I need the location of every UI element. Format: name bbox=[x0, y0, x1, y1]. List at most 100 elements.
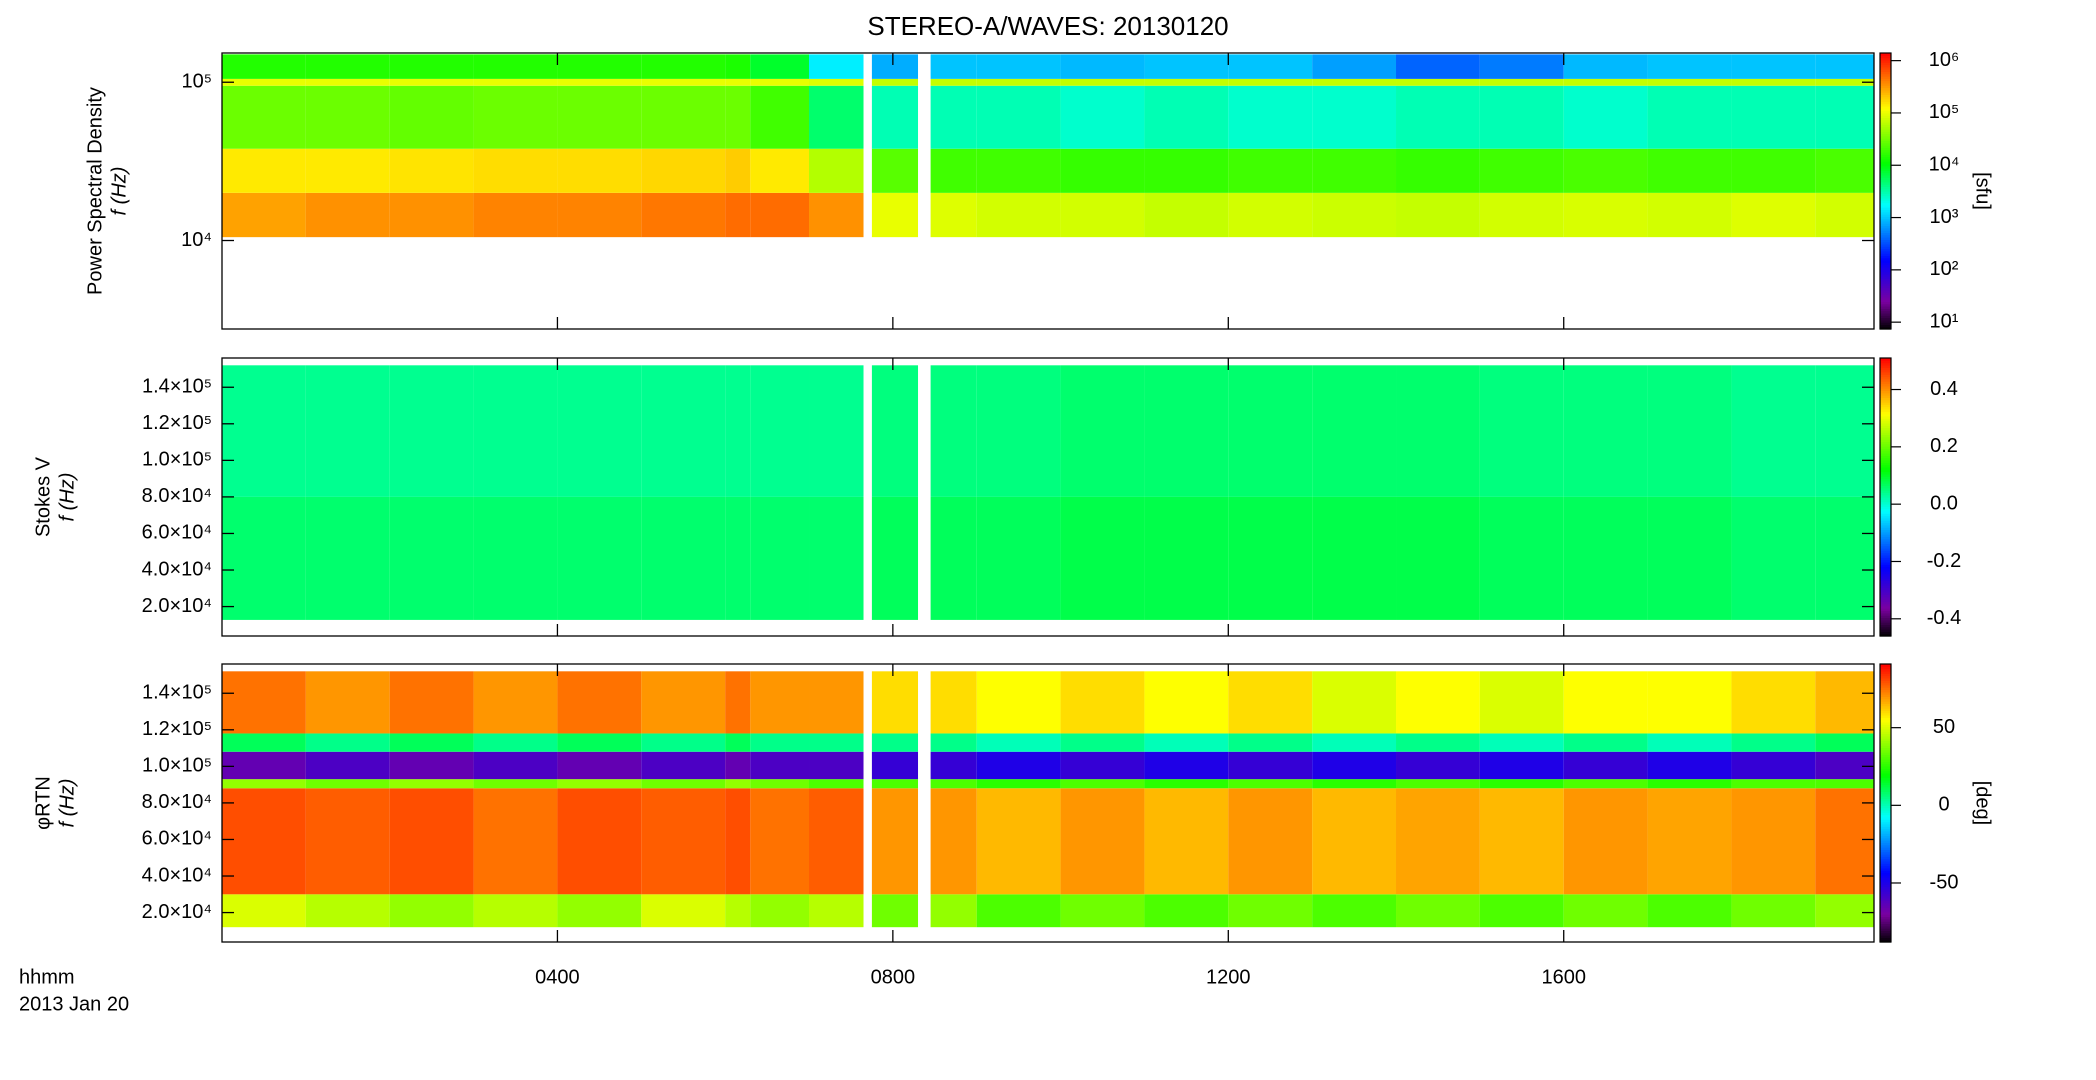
heatmap-cell bbox=[1563, 788, 1648, 895]
colorbar-swatch bbox=[1880, 376, 1891, 380]
heatmap-cell bbox=[641, 496, 726, 620]
colorbar-swatch bbox=[1880, 161, 1891, 164]
colorbar-swatch bbox=[1880, 768, 1891, 772]
colorbar-swatch bbox=[1880, 218, 1891, 222]
colorbar-swatch bbox=[1880, 911, 1891, 915]
heatmap-cell bbox=[305, 733, 390, 752]
colorbar-swatch bbox=[1880, 594, 1891, 598]
colorbar-swatch bbox=[1880, 487, 1891, 491]
colorbar-swatch bbox=[1880, 786, 1891, 790]
y-tick-label: 1.4×10⁵ bbox=[142, 376, 212, 398]
colorbar-swatch bbox=[1880, 629, 1891, 632]
colorbar-swatch bbox=[1880, 564, 1891, 568]
colorbar-swatch bbox=[1880, 271, 1891, 275]
colorbar-swatch bbox=[1880, 374, 1891, 378]
colorbar-swatch bbox=[1880, 195, 1891, 199]
colorbar-swatch bbox=[1880, 469, 1891, 473]
y-axis-label: Stokes V bbox=[32, 456, 54, 537]
heatmap-cell bbox=[641, 148, 726, 193]
colorbar-swatch bbox=[1880, 513, 1891, 517]
heatmap-cell bbox=[1479, 779, 1564, 789]
colorbar-swatch bbox=[1880, 202, 1891, 206]
heatmap-cell bbox=[305, 192, 390, 238]
colorbar-swatch bbox=[1880, 99, 1891, 102]
x-axis-label: 2013 Jan 20 bbox=[19, 993, 129, 1015]
heatmap-cell bbox=[1563, 365, 1648, 497]
heatmap-cell bbox=[976, 192, 1061, 238]
colorbar-swatch bbox=[1880, 186, 1891, 190]
colorbar-swatch bbox=[1880, 103, 1891, 107]
colorbar-swatch bbox=[1880, 117, 1891, 121]
colorbar-swatch bbox=[1880, 585, 1891, 588]
colorbar-swatch bbox=[1880, 415, 1891, 419]
colorbar-swatch bbox=[1880, 101, 1891, 105]
colorbar-swatch bbox=[1880, 800, 1891, 804]
heatmap-cell bbox=[1647, 365, 1732, 497]
colorbar-swatch bbox=[1880, 459, 1891, 463]
colorbar-swatch bbox=[1880, 285, 1891, 289]
heatmap-cell bbox=[871, 365, 919, 497]
heatmap-cell bbox=[871, 751, 919, 780]
colorbar-swatch bbox=[1880, 867, 1891, 871]
colorbar-swatch bbox=[1880, 315, 1891, 319]
heatmap-cell bbox=[1815, 365, 1874, 497]
heatmap-cell bbox=[725, 788, 751, 895]
heatmap-cell bbox=[1060, 85, 1145, 149]
heatmap-cell bbox=[473, 496, 558, 620]
colorbar-tick-label: -0.2 bbox=[1927, 550, 1961, 572]
heatmap-cell bbox=[1479, 671, 1564, 734]
heatmap-cell bbox=[1396, 192, 1480, 238]
colorbar-swatch bbox=[1880, 937, 1891, 941]
colorbar-swatch bbox=[1880, 294, 1891, 298]
colorbar-swatch bbox=[1880, 527, 1891, 531]
heatmap-cell bbox=[809, 148, 864, 193]
colorbar-swatch bbox=[1880, 197, 1891, 201]
heatmap-cell bbox=[557, 733, 642, 752]
colorbar-swatch bbox=[1880, 147, 1891, 151]
colorbar-swatch bbox=[1880, 128, 1891, 132]
colorbar-swatch bbox=[1880, 580, 1891, 584]
colorbar-swatch bbox=[1880, 517, 1891, 521]
colorbar-swatch bbox=[1880, 591, 1891, 595]
heatmap-cell bbox=[557, 192, 642, 238]
colorbar-swatch bbox=[1880, 211, 1891, 215]
colorbar-swatch bbox=[1880, 464, 1891, 468]
colorbar-swatch bbox=[1880, 142, 1891, 146]
y-tick-label: 8.0×10⁴ bbox=[142, 485, 212, 507]
colorbar-swatch bbox=[1880, 418, 1891, 422]
heatmap-cell bbox=[1479, 192, 1564, 238]
heatmap-cell bbox=[557, 496, 642, 620]
colorbar-swatch bbox=[1880, 673, 1891, 677]
x-axis-label: hhmm bbox=[19, 966, 75, 988]
heatmap-cell bbox=[1479, 365, 1564, 497]
colorbar-swatch bbox=[1880, 115, 1891, 118]
colorbar-swatch bbox=[1880, 575, 1891, 579]
colorbar-swatch bbox=[1880, 446, 1891, 449]
colorbar-swatch bbox=[1880, 745, 1891, 748]
heatmap-cell bbox=[976, 894, 1061, 928]
heatmap-cell bbox=[1731, 148, 1816, 193]
colorbar-swatch bbox=[1880, 253, 1891, 256]
colorbar-swatch bbox=[1880, 765, 1891, 769]
colorbar-swatch bbox=[1880, 429, 1891, 433]
colorbar-swatch bbox=[1880, 847, 1891, 850]
colorbar-swatch bbox=[1880, 691, 1891, 695]
colorbar-swatch bbox=[1880, 522, 1891, 526]
colorbar-label: [deg] bbox=[1972, 781, 1994, 825]
colorbar-swatch bbox=[1880, 666, 1891, 670]
colorbar-swatch bbox=[1880, 508, 1891, 512]
heatmap-cell bbox=[1060, 148, 1145, 193]
colorbar-swatch bbox=[1880, 188, 1891, 192]
colorbar-swatch bbox=[1880, 733, 1891, 737]
colorbar-swatch bbox=[1880, 891, 1891, 894]
colorbar-swatch bbox=[1880, 874, 1891, 878]
colorbar-swatch bbox=[1880, 842, 1891, 846]
colorbar-swatch bbox=[1880, 680, 1891, 684]
heatmap-cell bbox=[1815, 85, 1874, 149]
heatmap-cell bbox=[557, 78, 642, 86]
heatmap-cell bbox=[1479, 54, 1564, 79]
colorbar-swatch bbox=[1880, 835, 1891, 839]
colorbar-swatch bbox=[1880, 399, 1891, 403]
colorbar-swatch bbox=[1880, 112, 1891, 116]
heatmap-cell bbox=[1396, 365, 1480, 497]
